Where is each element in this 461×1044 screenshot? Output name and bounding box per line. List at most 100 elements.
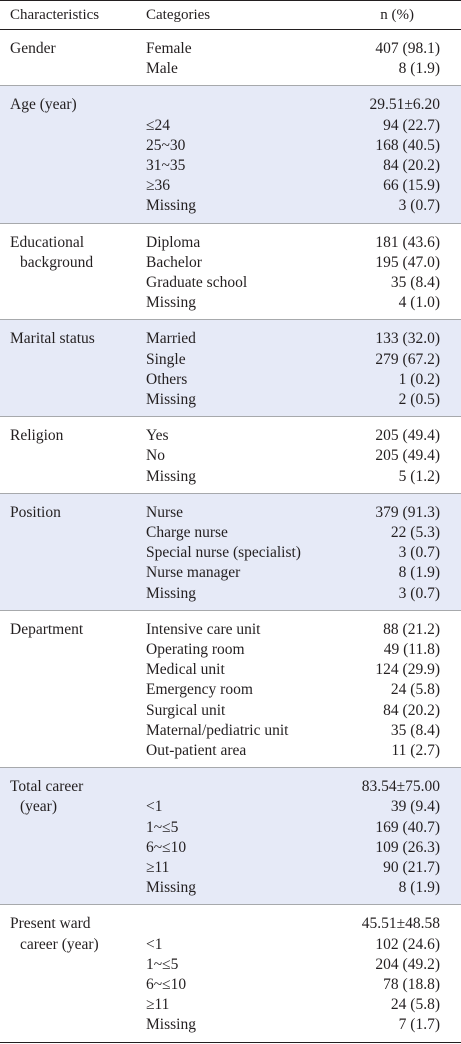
table-row: Missing 7 (1.7) xyxy=(0,1015,461,1035)
header-categories: Categories xyxy=(146,7,211,23)
category-cell: ≥11 xyxy=(146,996,170,1014)
table-row: ≥11 90 (21.7) xyxy=(0,858,461,878)
header-n-percent: n (%) xyxy=(380,7,414,23)
table-row: Operating room 49 (11.8) xyxy=(0,640,461,660)
table-row: Diploma 181 (43.6) xyxy=(0,233,461,253)
value-cell: 24 (5.8) xyxy=(390,681,440,699)
table-group: Gender Female 407 (98.1) Male 8 (1.9) xyxy=(0,30,461,87)
table-group: Marital status Married 133 (32.0) Single 279… xyxy=(0,320,461,418)
characteristic-label: Position xyxy=(10,503,135,523)
value-cell: 1 (0.2) xyxy=(398,370,440,388)
category-cell: ≤24 xyxy=(146,116,171,134)
category-cell: Intensive care unit xyxy=(146,620,261,638)
table-row: Missing 2 (0.5) xyxy=(0,390,461,410)
category-cell: Charge nurse xyxy=(146,523,228,541)
characteristic-label-line: Educational xyxy=(10,233,85,251)
table-row: ≥36 66 (15.9) xyxy=(0,176,461,196)
table-row: Medical unit 124 (29.9) xyxy=(0,660,461,680)
characteristic-label-line: background xyxy=(20,253,94,271)
table-row: Intensive care unit 88 (21.2) xyxy=(0,620,461,640)
characteristic-label: Department xyxy=(10,620,135,640)
value-cell: 90 (21.7) xyxy=(383,858,440,876)
category-cell: Male xyxy=(146,60,178,78)
value-cell: 279 (67.2) xyxy=(375,350,440,368)
value-cell: 124 (29.9) xyxy=(375,661,440,679)
table-row: 29.51±6.20 xyxy=(0,95,461,115)
value-cell: 78 (18.8) xyxy=(383,975,440,993)
table-group: Department Intensive care unit 88 (21.2) Op… xyxy=(0,611,461,769)
value-cell: 5 (1.2) xyxy=(398,467,440,485)
value-cell: 35 (8.4) xyxy=(390,273,440,291)
value-cell: 3 (0.7) xyxy=(398,544,440,562)
characteristic-label-line: (year) xyxy=(20,798,57,816)
value-cell: 407 (98.1) xyxy=(375,40,440,57)
characteristic-label: Total career (year) xyxy=(10,777,135,817)
table-row: Out-patient area 11 (2.7) xyxy=(0,741,461,761)
table-row: <1 102 (24.6) xyxy=(0,935,461,955)
value-cell: 109 (26.3) xyxy=(375,838,440,856)
value-cell: 379 (91.3) xyxy=(375,503,440,521)
category-cell: ≥36 xyxy=(146,177,171,195)
category-cell: Diploma xyxy=(146,233,201,251)
value-cell: 8 (1.9) xyxy=(398,60,440,78)
category-cell: Nurse manager xyxy=(146,564,241,582)
table-row: Missing 3 (0.7) xyxy=(0,196,461,216)
category-cell: Missing xyxy=(146,197,196,215)
value-cell: 11 (2.7) xyxy=(391,741,441,759)
characteristic-label: Gender xyxy=(10,39,135,59)
value-cell: 83.54±75.00 xyxy=(361,778,440,796)
category-cell: Missing xyxy=(146,467,196,485)
category-cell: <1 xyxy=(146,798,163,816)
category-cell: Graduate school xyxy=(146,273,248,291)
table-row: Single 279 (67.2) xyxy=(0,350,461,370)
category-cell: Female xyxy=(146,40,192,57)
table-row: Bachelor 195 (47.0) xyxy=(0,253,461,273)
table-row: 6~≤10 109 (26.3) xyxy=(0,838,461,858)
value-cell: 133 (32.0) xyxy=(375,330,440,348)
category-cell: 1~≤5 xyxy=(146,955,179,973)
value-cell: 2 (0.5) xyxy=(398,390,440,408)
table-row: No 205 (49.4) xyxy=(0,446,461,466)
characteristic-label-line: Gender xyxy=(10,40,56,57)
value-cell: 29.51±6.20 xyxy=(369,96,440,114)
value-cell: 24 (5.8) xyxy=(390,996,440,1014)
table-row: Nurse 379 (91.3) xyxy=(0,503,461,523)
table-row: Others 1 (0.2) xyxy=(0,370,461,390)
value-cell: 181 (43.6) xyxy=(375,233,440,251)
category-cell: Single xyxy=(146,350,186,368)
category-cell: Surgical unit xyxy=(146,701,226,719)
value-cell: 3 (0.7) xyxy=(398,197,440,215)
category-cell: Operating room xyxy=(146,640,245,658)
category-cell: 6~≤10 xyxy=(146,838,187,856)
category-cell: Medical unit xyxy=(146,661,225,679)
table-row: 25~30 168 (40.5) xyxy=(0,136,461,156)
characteristic-label-line: Total career xyxy=(10,778,84,796)
characteristic-label-line: Marital status xyxy=(10,330,95,348)
characteristic-label: Educational background xyxy=(10,233,135,273)
category-cell: Out-patient area xyxy=(146,741,247,759)
value-cell: 205 (49.4) xyxy=(375,427,440,445)
category-cell: Nurse xyxy=(146,503,184,521)
category-cell: Bachelor xyxy=(146,253,202,271)
table-row: Emergency room 24 (5.8) xyxy=(0,680,461,700)
value-cell: 195 (47.0) xyxy=(375,253,440,271)
characteristic-label: Present ward career (year) xyxy=(10,914,135,954)
characteristic-label: Marital status xyxy=(10,329,135,349)
table-row: Nurse manager 8 (1.9) xyxy=(0,563,461,583)
characteristic-label-line: Age (year) xyxy=(10,96,77,114)
table-row: 45.51±48.58 xyxy=(0,914,461,934)
characteristic-label: Religion xyxy=(10,426,135,446)
category-cell: Others xyxy=(146,370,188,388)
table-row: 1~≤5 169 (40.7) xyxy=(0,818,461,838)
value-cell: 35 (8.4) xyxy=(390,721,440,739)
table-row: 1~≤5 204 (49.2) xyxy=(0,955,461,975)
table-row: 31~35 84 (20.2) xyxy=(0,156,461,176)
category-cell: Special nurse (specialist) xyxy=(146,544,301,562)
value-cell: 102 (24.6) xyxy=(375,935,440,953)
category-cell: Married xyxy=(146,330,196,348)
table-row: Surgical unit 84 (20.2) xyxy=(0,701,461,721)
value-cell: 94 (22.7) xyxy=(383,116,440,134)
category-cell: Missing xyxy=(146,294,196,312)
header-characteristics: Characteristics xyxy=(10,7,100,23)
category-cell: Yes xyxy=(146,427,169,445)
